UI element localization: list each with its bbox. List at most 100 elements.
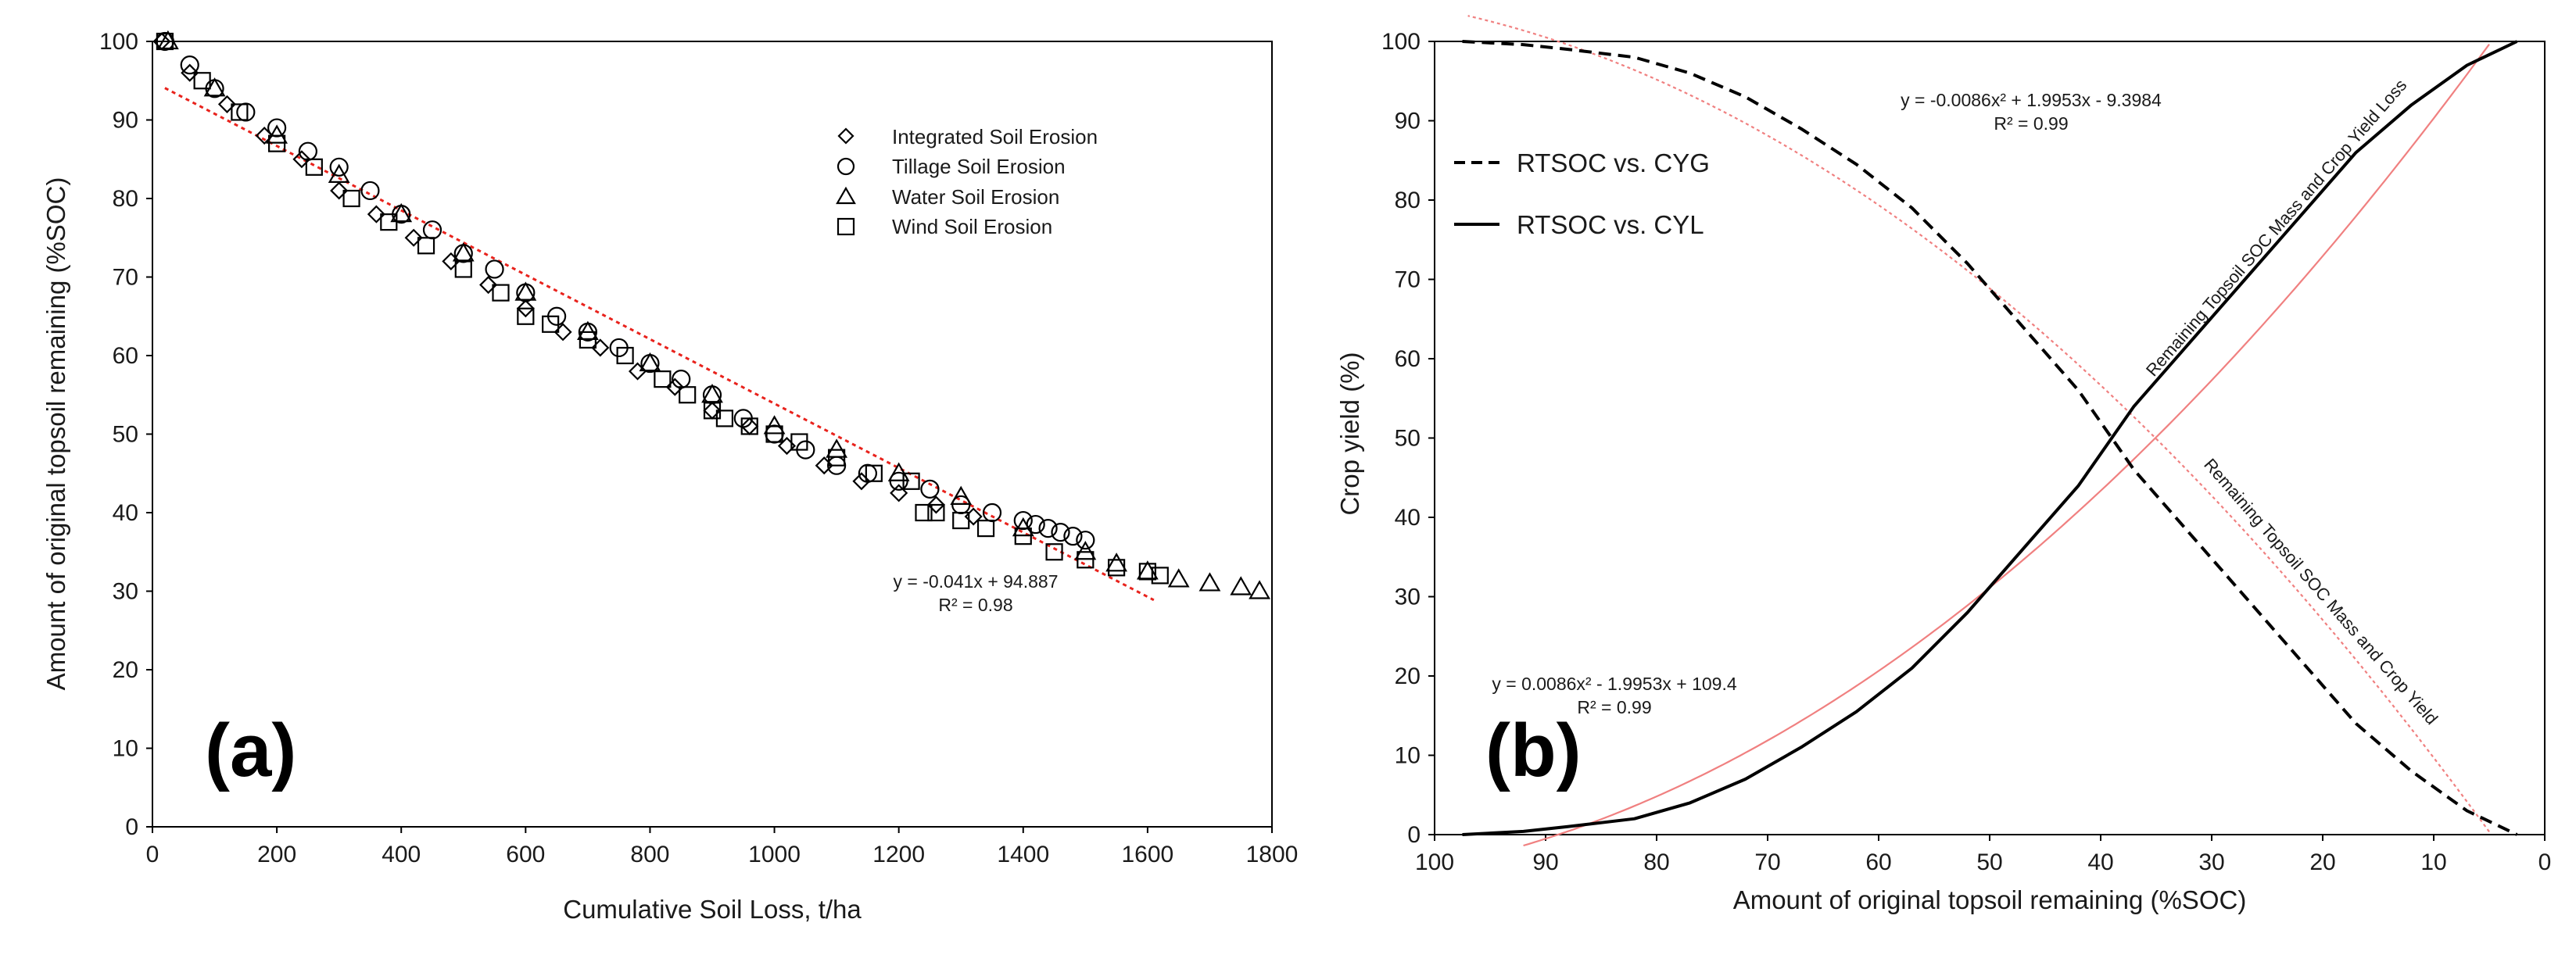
legend-entry-cyl: RTSOC vs. CYL <box>1454 210 1704 239</box>
point-integrated <box>181 63 199 82</box>
y-tick-label: 60 <box>1395 346 1421 372</box>
x-tick-label: 600 <box>506 842 545 867</box>
panel-a-legend: Integrated Soil Erosion Tillage Soil Ero… <box>836 125 1098 238</box>
legend-label-cyl: RTSOC vs. CYL <box>1517 210 1704 239</box>
y-tick-label: 40 <box>113 500 138 526</box>
point-wind <box>715 409 734 427</box>
panel-b-trend-r2-cyg: R² = 0.99 <box>1994 113 2068 134</box>
point-water <box>1012 517 1034 537</box>
x-tick-label: 400 <box>382 842 421 867</box>
point-water <box>390 202 413 223</box>
y-tick-label: 50 <box>113 422 138 448</box>
legend-entry-cyg: RTSOC vs. CYG <box>1454 148 1710 177</box>
panel-a-y-axis: 0 10 20 30 40 50 60 70 80 90 100 <box>99 29 152 840</box>
panel-b-trend-r2-cyl: R² = 0.99 <box>1577 697 1651 717</box>
point-wind <box>765 425 783 443</box>
y-tick-label: 40 <box>1395 505 1421 531</box>
point-wind <box>952 511 970 530</box>
y-tick-label: 80 <box>1395 188 1421 213</box>
panel-a-x-axis: 0 200 400 600 800 1000 1200 1400 1600 1800 <box>146 827 1299 867</box>
x-tick-label: 90 <box>1532 849 1558 875</box>
y-tick-label: 100 <box>1381 29 1421 55</box>
point-water <box>1167 568 1190 588</box>
panel-b-trend-equation-cyg: y = -0.0086x² + 1.9953x - 9.3984 <box>1901 90 2162 110</box>
x-tick-label: 10 <box>2420 849 2446 875</box>
panel-b-label: (b) <box>1485 709 1582 792</box>
panel-a-y-label: Amount of original topsoil remaining (%S… <box>41 177 70 691</box>
y-tick-label: 50 <box>1395 426 1421 452</box>
point-wind <box>380 213 398 231</box>
point-wind <box>828 449 846 467</box>
point-tillage <box>360 181 380 201</box>
panel-a-trend-equation: y = -0.041x + 94.887 <box>894 571 1059 592</box>
panel-b-x-axis: 100 90 80 70 60 50 40 30 20 10 0 <box>1415 835 2551 875</box>
x-tick-label: 1800 <box>1246 842 1299 867</box>
y-tick-label: 0 <box>125 814 138 840</box>
point-wind <box>454 260 472 278</box>
panel-b-legend: RTSOC vs. CYG RTSOC vs. CYL <box>1454 148 1710 239</box>
point-wind <box>1045 543 1063 561</box>
panel-b-trend-equation-cyl: y = 0.0086x² - 1.9953x + 109.4 <box>1492 674 1736 694</box>
point-wind <box>790 433 808 451</box>
point-wind <box>156 32 174 51</box>
point-wind <box>193 72 211 90</box>
y-tick-label: 100 <box>99 29 138 55</box>
point-integrated <box>404 228 423 247</box>
point-wind <box>740 417 758 435</box>
point-wind <box>542 315 560 333</box>
legend-label-water: Water Soil Erosion <box>892 185 1059 209</box>
point-wind <box>902 472 920 490</box>
y-tick-label: 80 <box>113 186 138 212</box>
point-water <box>1230 576 1252 595</box>
legend-label-tillage: Tillage Soil Erosion <box>892 155 1066 178</box>
x-tick-label: 30 <box>2198 849 2224 875</box>
legend-entry-wind: Wind Soil Erosion <box>837 215 1052 238</box>
point-wind <box>1014 527 1032 545</box>
legend-label-wind: Wind Soil Erosion <box>892 215 1052 238</box>
panel-a-points <box>152 30 1270 599</box>
point-wind <box>616 346 634 365</box>
point-tillage <box>1076 531 1095 550</box>
y-tick-label: 70 <box>1395 267 1421 293</box>
point-integrated <box>890 484 908 502</box>
panel-b-y-axis: 0 10 20 30 40 50 60 70 80 90 100 <box>1381 29 1435 848</box>
point-tillage <box>329 157 349 177</box>
legend-marker-circle <box>837 157 855 176</box>
y-tick-label: 70 <box>113 265 138 291</box>
point-water <box>452 242 475 262</box>
point-wind <box>305 158 323 176</box>
x-tick-label: 0 <box>146 842 159 867</box>
point-wind <box>1108 559 1126 577</box>
panel-b-x-label: Amount of original topsoil remaining (%S… <box>1733 885 2247 914</box>
point-wind <box>579 331 597 349</box>
point-wind <box>654 370 672 388</box>
legend-label-cyg: RTSOC vs. CYG <box>1517 148 1710 177</box>
point-wind <box>1138 563 1156 581</box>
point-tillage <box>1038 518 1058 538</box>
panel-a-trendline-group <box>164 87 1155 602</box>
point-wind <box>1077 551 1095 569</box>
point-tillage <box>180 55 199 75</box>
trendline <box>164 87 1155 602</box>
panel-a-trend-r2: R² = 0.98 <box>938 595 1012 615</box>
point-integrated <box>367 205 385 224</box>
legend-marker-square <box>837 217 855 236</box>
y-tick-label: 60 <box>113 343 138 369</box>
point-water <box>576 320 599 340</box>
panel-b-trendline-group <box>1467 15 2490 847</box>
panel-b-y-label: Crop yield (%) <box>1335 352 1364 515</box>
point-tillage <box>1051 523 1070 542</box>
y-tick-label: 0 <box>1407 822 1421 848</box>
point-water <box>1198 572 1221 592</box>
x-tick-label: 1400 <box>997 842 1049 867</box>
legend-marker-diamond <box>837 127 854 145</box>
point-wind <box>915 503 933 522</box>
x-tick-label: 80 <box>1643 849 1669 875</box>
point-wind <box>417 237 435 255</box>
x-tick-label: 60 <box>1865 849 1891 875</box>
x-tick-label: 200 <box>257 842 296 867</box>
point-wind <box>231 103 249 121</box>
point-wind <box>342 189 360 208</box>
legend-label-integrated: Integrated Soil Erosion <box>892 125 1098 148</box>
point-water <box>1105 553 1128 572</box>
